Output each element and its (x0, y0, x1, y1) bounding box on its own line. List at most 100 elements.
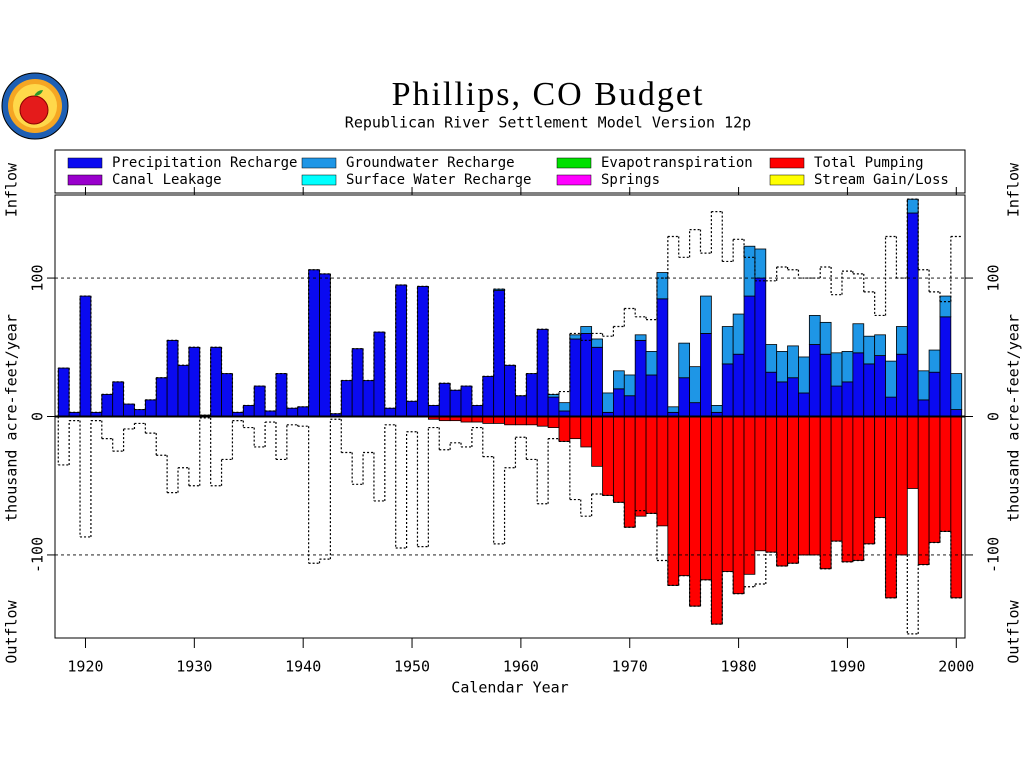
bar-segment (134, 409, 146, 417)
bar-segment (340, 380, 353, 417)
bar-segment (482, 416, 495, 424)
logo (1, 72, 69, 140)
legend-swatch (67, 157, 103, 169)
bar-segment (776, 416, 788, 567)
bar-segment (623, 374, 636, 397)
chart-title: Phillips, CO Budget (392, 76, 705, 113)
bar-segment (591, 346, 603, 417)
bar-segment (493, 416, 505, 424)
bar-segment (591, 416, 603, 467)
legend-label: Groundwater Recharge (346, 155, 515, 171)
y-bottom-label-right: Outflow (1005, 599, 1023, 663)
bar-segment (885, 360, 897, 398)
bar-segment (645, 416, 658, 514)
bar-segment (732, 416, 745, 595)
bar-segment (569, 334, 582, 340)
bar-segment (623, 416, 636, 528)
bar-segment (427, 405, 440, 417)
bar-segment (841, 416, 854, 563)
bar-segment (743, 245, 756, 297)
bar-segment (885, 396, 897, 417)
legend-swatch (769, 174, 805, 186)
bar-segment (525, 416, 538, 426)
bar-segment (743, 416, 756, 575)
bar-segment (689, 366, 701, 404)
bar-segment (863, 363, 876, 417)
y-tick-label: -100 (29, 537, 47, 573)
bar-segment (765, 344, 778, 373)
bar-segment (449, 389, 462, 417)
bar-segment (656, 272, 669, 300)
bar-segment (678, 416, 691, 577)
bar-segment (700, 416, 712, 581)
legend-label: Surface Water Recharge (346, 172, 531, 188)
y-tick-label: 0 (29, 412, 47, 421)
bar-segment (689, 416, 701, 607)
bar-segment (896, 416, 908, 556)
x-tick-label: 1920 (67, 658, 103, 676)
bar-segment (754, 277, 767, 417)
bar-segment (787, 377, 799, 417)
x-tick-label: 1940 (285, 658, 321, 676)
bar-segment (841, 381, 854, 417)
bar-segment (493, 290, 505, 417)
bar-segment (700, 295, 712, 334)
bar-segment (950, 409, 963, 417)
bar-segment (798, 356, 810, 394)
bar-segment (863, 335, 876, 365)
bar-segment (917, 399, 930, 417)
x-tick-label: 1970 (612, 658, 648, 676)
legend-label: Springs (601, 172, 660, 188)
bar-segment (297, 406, 310, 417)
bar-segment (798, 392, 810, 417)
bar-segment (939, 416, 952, 532)
bar-segment (710, 405, 723, 413)
bar-segment (112, 381, 124, 417)
bar-segment (460, 385, 473, 417)
legend-label: Stream Gain/Loss (814, 172, 949, 188)
bar-segment (689, 402, 701, 417)
bar-segment (79, 295, 92, 417)
legend-swatch (769, 157, 805, 169)
bar-segment (504, 416, 516, 426)
bar-segment (351, 348, 364, 417)
bar-segment (776, 351, 788, 383)
chart-subtitle: Republican River Settlement Model Versio… (345, 114, 751, 132)
bar-segment (776, 381, 788, 417)
bar-segment (613, 370, 625, 390)
x-tick-label: 1950 (394, 658, 430, 676)
bar-segment (569, 338, 582, 417)
bar-segment (384, 407, 397, 417)
legend-box (54, 149, 966, 194)
bar-segment (177, 364, 190, 417)
bar-segment (743, 295, 756, 417)
bar-segment (852, 416, 865, 561)
bar-segment (830, 352, 843, 387)
bar-segment (308, 269, 320, 417)
bar-segment (808, 315, 821, 345)
y-tick-label-right: -100 (985, 537, 1003, 573)
bar-segment (917, 370, 930, 401)
bar-segment (754, 416, 767, 552)
bar-segment (319, 273, 331, 417)
legend-swatch (556, 174, 592, 186)
bar-segment (852, 352, 865, 417)
bar-segment (721, 363, 734, 417)
bar-segment (362, 380, 375, 417)
bar-segment (275, 373, 288, 417)
bar-segment (667, 406, 680, 413)
bar-segment (917, 416, 930, 566)
x-tick-label: 2000 (938, 658, 974, 676)
bar-segment (144, 399, 157, 417)
bar-segment (678, 342, 691, 379)
legend-swatch (556, 157, 592, 169)
bar-segment (787, 345, 799, 379)
legend-label: Evapotranspiration (601, 155, 753, 171)
bar-segment (242, 405, 255, 417)
bar-segment (645, 351, 658, 376)
bar-segment (525, 373, 538, 417)
bar-segment (830, 385, 843, 417)
bar-segment (819, 321, 832, 355)
bar-segment (558, 416, 571, 442)
